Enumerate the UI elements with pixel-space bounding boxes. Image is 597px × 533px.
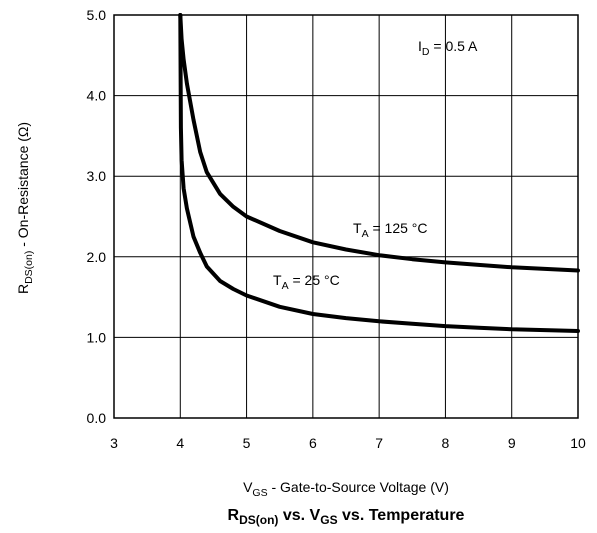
chart-title: RDS(on) vs. VGS vs. Temperature (228, 507, 465, 527)
grid (114, 15, 578, 418)
x-tick-labels: 3 4 5 6 7 8 9 10 (110, 435, 586, 451)
plot-frame (113, 14, 579, 419)
x-tick-label: 8 (442, 435, 450, 451)
x-tick-label: 6 (309, 435, 317, 451)
y-tick-label: 5.0 (87, 7, 107, 23)
series-line-t125 (178, 13, 580, 273)
x-axis-label: VGS - Gate-to-Source Voltage (V) (243, 479, 449, 499)
y-tick-label: 0.0 (87, 410, 107, 426)
x-tick-label: 5 (243, 435, 251, 451)
series-line-t25 (178, 13, 580, 333)
y-tick-label: 2.0 (87, 249, 107, 265)
x-tick-label: 9 (508, 435, 516, 451)
y-tick-label: 3.0 (87, 168, 107, 184)
annotation-t25: TA = 25 °C (273, 272, 340, 292)
annotation-id: ID = 0.5 A (418, 38, 478, 58)
x-tick-label: 4 (176, 435, 184, 451)
x-tick-label: 3 (110, 435, 118, 451)
y-tick-label: 1.0 (87, 329, 107, 345)
series-group (178, 13, 580, 333)
annotation-t125: TA = 125 °C (353, 220, 428, 240)
y-axis-label: RDS(on) - On-Resistance (Ω) (15, 122, 35, 294)
y-tick-label: 4.0 (87, 88, 107, 104)
x-tick-label: 7 (375, 435, 383, 451)
x-tick-label: 10 (570, 435, 586, 451)
y-tick-labels: 0.0 1.0 2.0 3.0 4.0 5.0 (87, 7, 107, 426)
